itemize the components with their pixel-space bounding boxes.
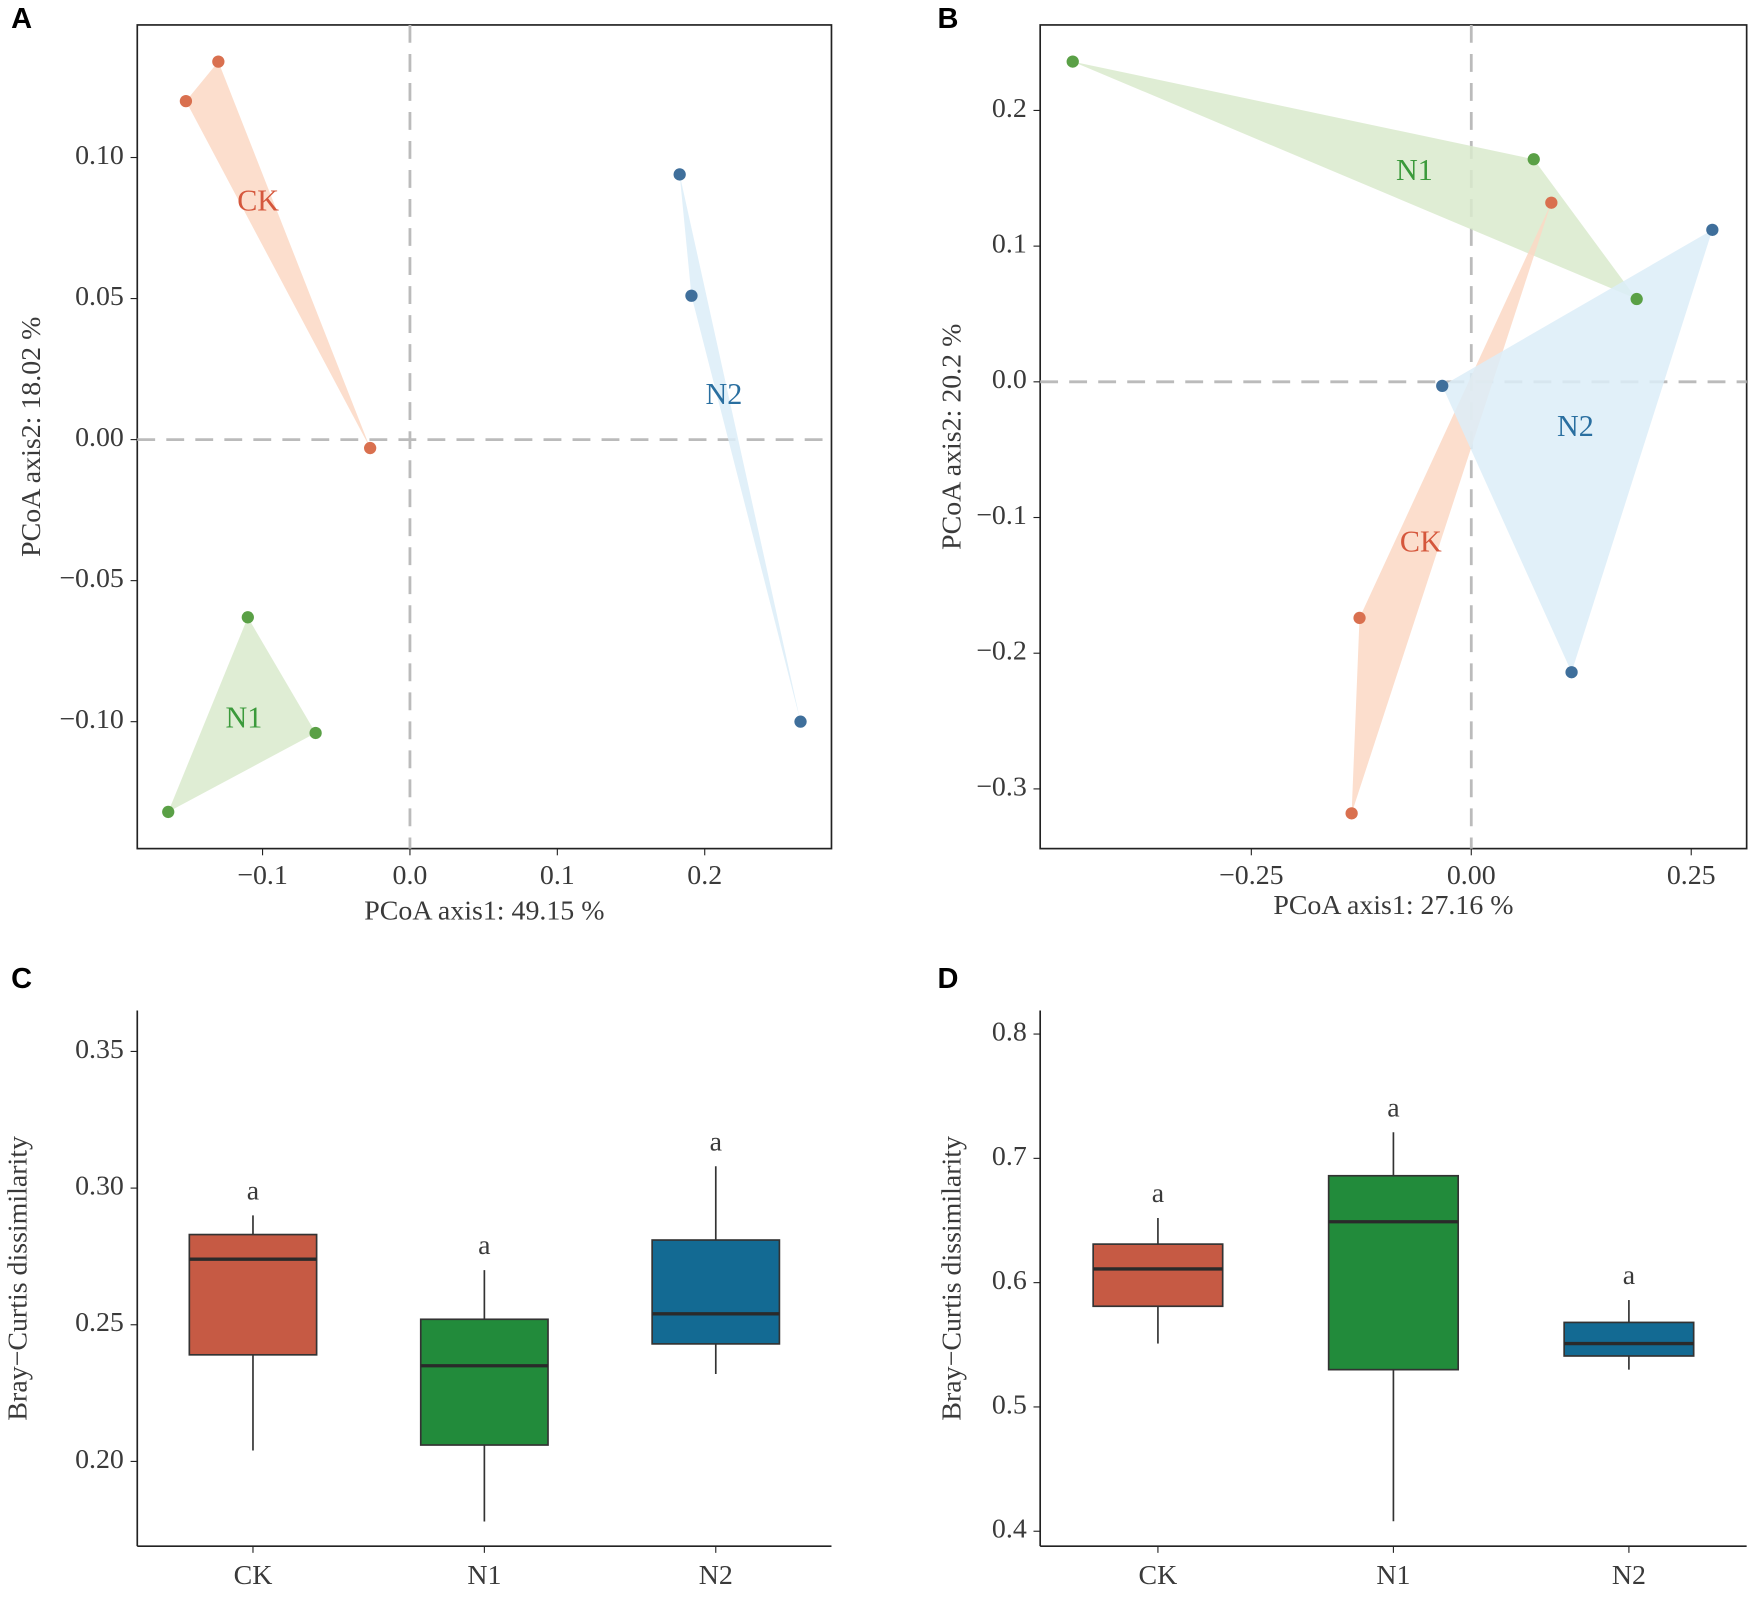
point	[1706, 223, 1719, 236]
group-label: N1	[1396, 153, 1433, 187]
significance-label: a	[478, 1230, 490, 1261]
y-tick-label: 0.2	[992, 93, 1027, 124]
point	[673, 168, 686, 181]
group-hull	[168, 617, 316, 812]
box	[1327, 1174, 1460, 1371]
y-tick-label: 0.25	[75, 1307, 124, 1338]
y-tick-label: −0.2	[976, 636, 1027, 667]
panel-letter: A	[11, 3, 32, 35]
plot-frame	[1039, 24, 1748, 850]
x-tick-label: N2	[1612, 1560, 1646, 1591]
point	[212, 55, 225, 68]
y-tick-label: 0.05	[75, 281, 124, 312]
y-axis-label: Bray−Curtis dissimilarity	[937, 1136, 968, 1421]
panel: A 0.10 0.05 0.00 −0.05 −0.10 PCoA axis2: 18.02…	[11, 3, 833, 927]
point	[241, 611, 254, 624]
point	[1630, 292, 1643, 306]
group-hull	[1072, 61, 1637, 300]
point	[1353, 611, 1366, 625]
y-axis-label: PCoA axis2: 20.2 %	[937, 324, 968, 550]
panel: C 0.35 0.30 0.25 0.20 Bray−Curtis dissimilari…	[2, 963, 832, 1591]
point	[1345, 807, 1358, 820]
x-tick-label: 0.0	[393, 860, 428, 891]
group-hull	[1442, 229, 1713, 673]
group-label: CK	[237, 184, 279, 218]
y-tick-label: 0.1	[992, 229, 1027, 260]
y-axis-label: PCoA axis2: 18.02 %	[16, 317, 47, 557]
point	[1545, 196, 1558, 209]
group-hull	[679, 174, 801, 722]
y-tick-label: −0.3	[976, 771, 1027, 802]
panel-letter: C	[11, 963, 32, 995]
y-tick-label: 0.20	[75, 1444, 124, 1475]
y-tick-label: −0.05	[59, 563, 124, 594]
y-tick-label: 0.7	[992, 1141, 1027, 1172]
y-tick-label: 0.35	[75, 1034, 124, 1065]
box	[1563, 1321, 1695, 1357]
panel-letter: D	[938, 963, 959, 995]
y-tick-label: 0.8	[992, 1016, 1027, 1047]
x-tick-label: 0.1	[540, 860, 575, 891]
point	[1066, 55, 1079, 68]
x-tick-label: N1	[467, 1560, 501, 1591]
y-tick-label: −0.10	[59, 704, 124, 735]
group-label: N2	[1557, 409, 1594, 443]
x-tick-label: N1	[1376, 1560, 1410, 1591]
point	[364, 441, 377, 455]
x-tick-label: CK	[234, 1560, 273, 1591]
x-tick-label: 0.2	[687, 860, 722, 891]
box	[419, 1318, 549, 1446]
box	[188, 1233, 318, 1356]
x-tick-label: 0.25	[1667, 860, 1716, 891]
panel-letter: B	[938, 3, 959, 35]
significance-label: a	[247, 1176, 259, 1207]
point	[794, 715, 807, 728]
x-tick-label: 0.00	[1447, 860, 1496, 891]
point	[685, 289, 698, 302]
point	[309, 726, 322, 740]
significance-label: a	[1623, 1260, 1635, 1291]
x-axis-label: PCoA axis1: 27.16 %	[1273, 890, 1513, 921]
panel: B 0.2 0.1 0.0 −0.1 −0.2 −0.3 PCoA axis2: 20.2 %…	[937, 3, 1748, 921]
y-tick-label: 0.6	[992, 1265, 1027, 1296]
x-tick-label: N2	[699, 1560, 733, 1591]
y-tick-label: 0.00	[75, 422, 124, 453]
box	[1092, 1243, 1224, 1308]
x-tick-label: −0.25	[1219, 860, 1284, 891]
plot-frame	[136, 24, 833, 850]
point	[1565, 666, 1578, 679]
y-tick-label: −0.1	[976, 500, 1027, 531]
x-axis-label: PCoA axis1: 49.15 %	[364, 896, 604, 927]
x-tick-label: −0.1	[237, 860, 288, 891]
group-label: N2	[705, 377, 742, 411]
point	[1436, 379, 1449, 393]
significance-label: a	[1152, 1178, 1164, 1209]
y-tick-label: 0.10	[75, 140, 124, 171]
significance-label: a	[1387, 1092, 1399, 1123]
y-tick-label: 0.5	[992, 1389, 1027, 1420]
y-tick-label: 0.4	[992, 1514, 1027, 1545]
y-axis-label: Bray−Curtis dissimilarity	[2, 1136, 33, 1421]
significance-label: a	[710, 1126, 722, 1157]
group-label: N1	[225, 701, 262, 735]
box	[651, 1239, 781, 1345]
x-tick-label: CK	[1139, 1560, 1178, 1591]
point	[179, 94, 193, 108]
panel: D 0.8 0.7 0.6 0.5 0.4 Bray−Curtis dissimilarit…	[937, 963, 1747, 1591]
group-label: CK	[1400, 525, 1442, 559]
y-tick-label: 0.30	[75, 1171, 124, 1202]
point	[1527, 153, 1540, 166]
point	[162, 805, 175, 819]
group-hull	[185, 61, 371, 449]
y-tick-label: 0.0	[992, 364, 1027, 395]
